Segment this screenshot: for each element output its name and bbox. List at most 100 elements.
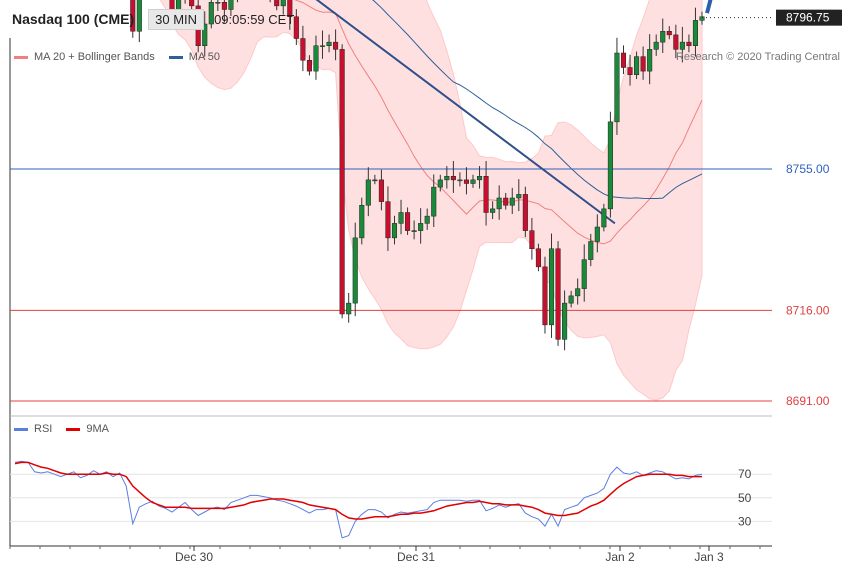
candle: [568, 290, 574, 308]
candle: [450, 161, 456, 193]
candle: [221, 0, 227, 23]
candle-body: [202, 23, 208, 46]
candle-body: [274, 0, 280, 7]
candle-body: [542, 266, 548, 326]
candle-body: [431, 186, 437, 217]
candle: [607, 111, 613, 218]
candle-body: [130, 0, 136, 32]
candle: [522, 186, 528, 238]
candle: [208, 0, 214, 29]
candle: [378, 169, 384, 211]
candle-body: [463, 179, 469, 184]
candle: [496, 185, 502, 220]
candle: [555, 241, 561, 346]
rsi-ma-legend-label: 9MA: [86, 423, 109, 435]
candle-body: [686, 41, 692, 46]
candle-body: [293, 16, 299, 39]
candle-body: [221, 2, 227, 10]
candle-body: [300, 38, 306, 61]
candle-body: [575, 288, 581, 297]
candle-body: [581, 259, 587, 289]
candle: [444, 166, 450, 189]
candle: [306, 55, 312, 76]
candle: [319, 30, 326, 59]
candle: [601, 203, 607, 232]
candle: [673, 24, 679, 59]
level-label-4: 8691.00: [786, 394, 830, 408]
candle-body: [437, 179, 443, 188]
candle: [228, 0, 234, 17]
candle-body: [346, 302, 352, 315]
candle: [516, 179, 522, 212]
candle: [575, 278, 581, 305]
rsi-legend: RSI 9MA: [14, 423, 109, 435]
candle-body: [398, 212, 404, 224]
research-credit: Research © 2020 Trading Central: [675, 51, 840, 63]
timeframe-selector[interactable]: 30 MIN: [148, 8, 205, 30]
candle: [509, 187, 515, 214]
candle: [627, 54, 633, 86]
last-price-tag: [776, 9, 842, 26]
candle-body: [614, 52, 620, 123]
candle-body: [477, 176, 483, 181]
candle-body: [490, 208, 496, 213]
candle: [535, 243, 541, 272]
candle-body: [372, 179, 378, 182]
candle: [365, 167, 371, 217]
candle: [326, 34, 332, 53]
candle: [490, 201, 496, 220]
candle: [202, 11, 208, 57]
candle: [477, 166, 483, 189]
candle: [640, 46, 646, 80]
instrument-title: Nasdaq 100 (CME): [12, 11, 135, 27]
chart-header: Nasdaq 100 (CME) 30 MIN 09:05:59 CET: [12, 8, 294, 30]
candle: [437, 174, 443, 192]
rsi-line: [14, 460, 703, 539]
candle: [391, 215, 398, 245]
candles: [130, 0, 705, 351]
candle-body: [601, 208, 607, 228]
candle: [594, 214, 600, 253]
candle-body: [405, 212, 411, 231]
level-label-3: 8716.00: [786, 303, 830, 317]
candle-body: [352, 237, 358, 304]
candle: [463, 167, 469, 195]
candle: [385, 186, 391, 251]
candle-body: [326, 41, 332, 46]
rsi-tick-label: 30: [738, 514, 752, 528]
ma20-line: [294, 0, 703, 245]
candle: [300, 25, 306, 72]
bearish-trendline: [315, 0, 616, 225]
ma50-legend-label: MA 50: [188, 51, 220, 63]
candle-body: [313, 45, 319, 72]
candle: [529, 217, 535, 260]
date-label: Dec 31: [397, 550, 435, 564]
rsi-swatch: [14, 427, 28, 431]
candle-body: [378, 179, 384, 202]
candle: [542, 256, 548, 334]
candle-body: [548, 248, 555, 326]
candle-body: [450, 176, 456, 181]
rsi-legend-label: RSI: [34, 423, 53, 435]
candle-body: [522, 194, 528, 231]
rsi-tick-label: 50: [738, 491, 752, 505]
ma50-line: [372, 0, 703, 199]
candle: [679, 26, 685, 63]
candle: [280, 0, 286, 15]
rsi-tick-label: 70: [738, 467, 752, 481]
candle-body: [457, 179, 463, 182]
ma50-swatch: [168, 55, 183, 59]
candle: [333, 29, 339, 61]
candle-body: [496, 197, 502, 210]
candle-body: [562, 302, 568, 340]
level-tag-4: [776, 393, 842, 409]
candle-body: [306, 60, 312, 72]
candle: [339, 44, 345, 319]
candle: [686, 34, 692, 53]
candle: [614, 37, 620, 135]
candle-body: [339, 49, 345, 315]
candle: [483, 161, 489, 226]
candle: [372, 174, 378, 185]
candle: [666, 26, 672, 40]
candle-body: [653, 41, 659, 50]
